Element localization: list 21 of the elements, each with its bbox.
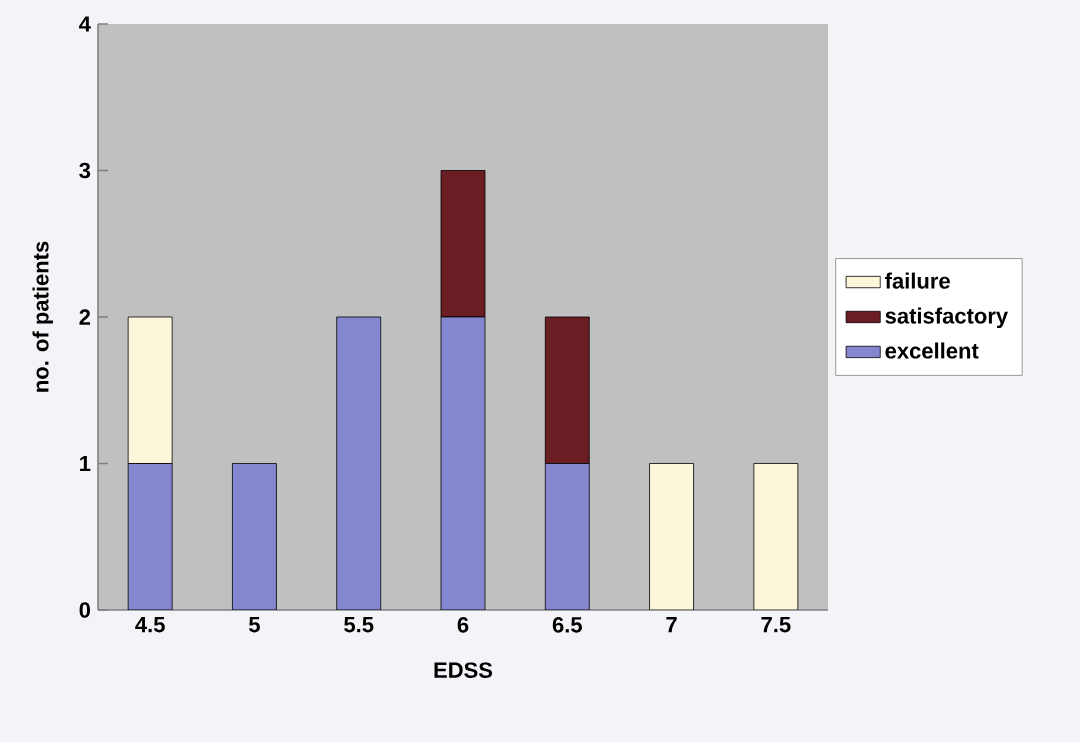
bar bbox=[649, 463, 694, 610]
x-tick-label: 7.5 bbox=[761, 617, 791, 633]
y-tick-label: 1 bbox=[80, 455, 91, 472]
bar bbox=[232, 463, 277, 610]
x-tick-label: 6.5 bbox=[552, 617, 582, 633]
bar bbox=[336, 316, 382, 610]
legend-label: satisfactory bbox=[885, 307, 1008, 328]
y-tick-label: 2 bbox=[79, 309, 91, 325]
y-axis-title: no. of patients bbox=[32, 241, 53, 392]
x-tick-label: 6 bbox=[457, 617, 469, 633]
x-tick-label: 5 bbox=[249, 617, 260, 633]
bar bbox=[753, 463, 799, 610]
y-tick-label: 4 bbox=[79, 16, 91, 32]
legend-label: excellent bbox=[885, 342, 979, 359]
x-tick-label: 7 bbox=[666, 617, 677, 633]
x-tick-label: 4.5 bbox=[135, 617, 165, 633]
x-axis-title: EDSS bbox=[434, 662, 493, 678]
y-tick-label: 3 bbox=[79, 162, 91, 179]
legend-label: failure bbox=[885, 272, 950, 289]
y-tick-label: 0 bbox=[79, 602, 91, 618]
x-tick-label: 5.5 bbox=[344, 617, 374, 633]
